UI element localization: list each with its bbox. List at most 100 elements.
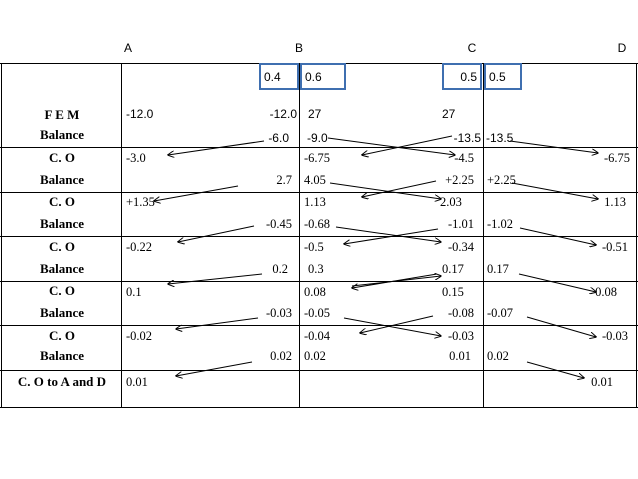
cell-a: -3.0 [126, 151, 146, 165]
row-label: C. O to A and D [18, 374, 106, 389]
row-label: Balance [40, 261, 84, 276]
df-b-right: 0.6 [305, 70, 322, 84]
cell-b-left: 0.2 [272, 262, 288, 276]
df-c-right: 0.5 [489, 70, 506, 84]
cell-c-left: 0.01 [449, 349, 471, 363]
row-label: Balance [40, 348, 84, 363]
cell-b-left: -6.0 [268, 131, 289, 145]
cell-b-right: -0.05 [304, 306, 330, 320]
cell-c-left: -1.01 [448, 217, 474, 231]
arrow [360, 315, 434, 333]
arrow [329, 182, 441, 199]
cell-c-left: -0.34 [448, 240, 475, 254]
row-label: C. O [49, 150, 75, 165]
arrow [352, 273, 438, 288]
df-b-left: 0.4 [264, 70, 281, 84]
df-c-left: 0.5 [460, 70, 477, 84]
cell-c-left: 0.15 [442, 285, 464, 299]
column-header-b: B [295, 41, 303, 55]
arrow [518, 273, 596, 292]
cell-c-right: -1.02 [487, 217, 513, 231]
cell-c-left: -13.5 [454, 131, 482, 145]
arrow [176, 317, 259, 329]
cell-a: +1.35 [126, 195, 155, 209]
arrow [154, 185, 239, 201]
cell-b-left: 2.7 [276, 173, 292, 187]
cell-d: -6.75 [604, 151, 630, 165]
row-label: Balance [40, 127, 84, 142]
cell-b-right: -6.75 [304, 151, 330, 165]
cell-b-right: 4.05 [304, 173, 326, 187]
cell-d: 0.01 [591, 375, 613, 389]
arrow [509, 140, 598, 153]
cell-a: 0.01 [126, 375, 148, 389]
cell-c-right: 0.17 [487, 262, 509, 276]
cell-c-left: 2.03 [440, 195, 462, 209]
cell-b-right: 1.13 [304, 195, 326, 209]
column-header-c: C [468, 41, 477, 55]
cell-b-left: -0.03 [266, 306, 292, 320]
cell-c-left: -0.08 [448, 306, 474, 320]
distribution-factor-boxes [259, 63, 522, 90]
cell-c-right: +2.25 [487, 173, 516, 187]
cell-c-left: 0.17 [442, 262, 464, 276]
cell-a: -0.02 [126, 329, 152, 343]
cell-c-right: -13.5 [486, 131, 514, 145]
cell-b-right: 27 [308, 107, 322, 121]
cell-a: 0.1 [126, 285, 142, 299]
cell-c-right: 0.02 [487, 349, 509, 363]
df-box-c-left [442, 63, 482, 90]
cell-d: -0.51 [602, 240, 628, 254]
row-label: Balance [40, 172, 84, 187]
arrow [526, 316, 596, 337]
df-box-b-left [259, 63, 299, 90]
arrow [511, 182, 598, 199]
arrow [362, 135, 453, 155]
row-label: Balance [40, 216, 84, 231]
arrow [526, 361, 584, 378]
cell-b-left: 0.02 [270, 349, 292, 363]
arrow [335, 226, 441, 242]
cell-c-left: -4.5 [454, 151, 474, 165]
cell-b-right: 0.08 [304, 285, 326, 299]
arrow [178, 225, 255, 242]
cell-b-right: -0.04 [304, 329, 331, 343]
column-header-d: D [618, 41, 627, 55]
row-label: Balance [40, 305, 84, 320]
cell-a: -0.22 [126, 240, 152, 254]
cell-b-right: 0.02 [304, 349, 326, 363]
cell-b-right: -0.5 [304, 240, 324, 254]
row-label: C. O [49, 194, 75, 209]
carry-over-arrows [154, 135, 598, 378]
arrow [362, 180, 437, 197]
arrow [176, 361, 253, 376]
cell-b-right: -9.0 [307, 131, 328, 145]
cell-b-right: -0.68 [304, 217, 330, 231]
cell-b-right: 0.3 [308, 262, 324, 276]
cell-c-right: -0.07 [487, 306, 513, 320]
column-header-a: A [124, 41, 132, 55]
df-box-c-right [484, 63, 522, 90]
row-label: C. O [49, 328, 75, 343]
arrow [327, 137, 455, 155]
arrow [344, 228, 439, 244]
row-label: C. O [49, 283, 75, 298]
cell-a: -12.0 [126, 107, 154, 121]
arrow [168, 140, 265, 155]
cell-c-left: 27 [442, 107, 456, 121]
cell-b-left: -12.0 [270, 107, 298, 121]
cell-b-left: -0.45 [266, 217, 292, 231]
cell-d: 1.13 [604, 195, 626, 209]
arrow [343, 317, 441, 336]
table-grid [0, 63, 638, 408]
cell-d: 0.08 [595, 285, 617, 299]
arrow [519, 227, 596, 245]
df-box-b-right [300, 63, 346, 90]
row-label: C. O [49, 239, 75, 254]
cell-d: -0.03 [602, 329, 628, 343]
cell-c-left: +2.25 [445, 173, 474, 187]
arrow [168, 273, 263, 284]
cell-c-left: -0.03 [448, 329, 474, 343]
row-label: F E M [45, 107, 80, 122]
